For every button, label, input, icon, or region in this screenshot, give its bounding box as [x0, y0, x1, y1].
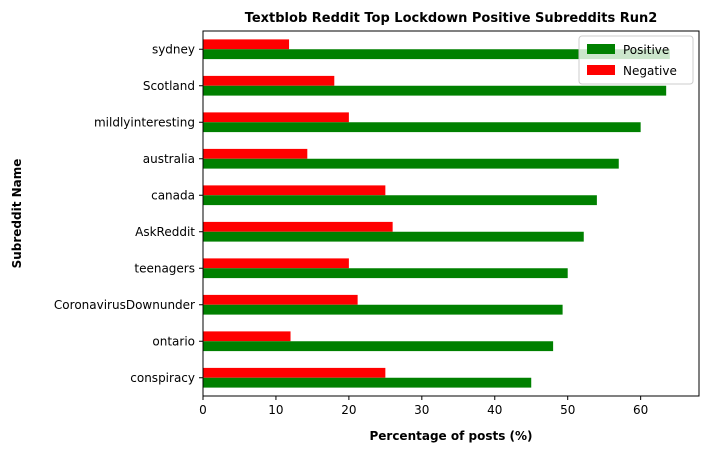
bars-group — [203, 39, 670, 388]
bar-negative-2 — [203, 112, 349, 123]
legend: Positive Negative — [578, 35, 694, 85]
x-tick-label: 10 — [268, 403, 283, 417]
bar-negative-1 — [203, 75, 335, 86]
legend-label-negative: Negative — [623, 64, 677, 78]
bar-positive-0 — [203, 49, 670, 60]
x-tick-label: 40 — [487, 403, 502, 417]
x-axis-ticks: 0 10 20 30 40 50 60 — [199, 396, 648, 417]
bar-negative-6 — [203, 258, 349, 269]
y-tick-label: teenagers — [134, 261, 195, 275]
bar-negative-5 — [203, 221, 393, 232]
bar-negative-8 — [203, 331, 291, 342]
y-tick-label: ontario — [152, 334, 195, 348]
bar-positive-4 — [203, 195, 597, 206]
x-tick-label: 50 — [560, 403, 575, 417]
y-axis-ticks: sydney Scotland mildlyinteresting australia… — [54, 42, 203, 385]
legend-swatch-positive — [587, 44, 615, 54]
bar-positive-1 — [203, 85, 667, 96]
y-tick-label: canada — [151, 188, 195, 202]
y-tick-label: sydney — [152, 42, 195, 56]
x-tick-label: 30 — [414, 403, 429, 417]
bar-positive-3 — [203, 158, 619, 169]
x-tick-label: 0 — [199, 403, 207, 417]
legend-label-positive: Positive — [623, 43, 669, 57]
y-tick-label: AskReddit — [135, 225, 195, 239]
chart-title: Textblob Reddit Top Lockdown Positive Su… — [245, 11, 658, 26]
x-tick-label: 20 — [341, 403, 356, 417]
x-axis-label: Percentage of posts (%) — [369, 429, 532, 443]
legend-swatch-negative — [587, 65, 615, 75]
bar-positive-7 — [203, 304, 563, 315]
plot-frame — [202, 30, 700, 397]
bar-positive-6 — [203, 268, 568, 279]
bar-negative-4 — [203, 185, 386, 196]
bar-positive-9 — [203, 377, 532, 388]
y-tick-label: conspiracy — [130, 371, 195, 385]
y-tick-label: Scotland — [143, 79, 195, 93]
bar-negative-0 — [203, 39, 290, 50]
y-tick-label: australia — [143, 152, 195, 166]
bar-negative-3 — [203, 148, 308, 159]
y-tick-label: CoronavirusDownunder — [54, 298, 195, 312]
bar-positive-2 — [203, 122, 641, 133]
x-tick-label: 60 — [633, 403, 648, 417]
bar-negative-9 — [203, 367, 386, 378]
bar-positive-8 — [203, 341, 554, 352]
bar-positive-5 — [203, 231, 584, 242]
y-tick-label: mildlyinteresting — [94, 115, 195, 129]
y-axis-label: Subreddit Name — [10, 159, 24, 269]
bar-negative-7 — [203, 294, 358, 305]
